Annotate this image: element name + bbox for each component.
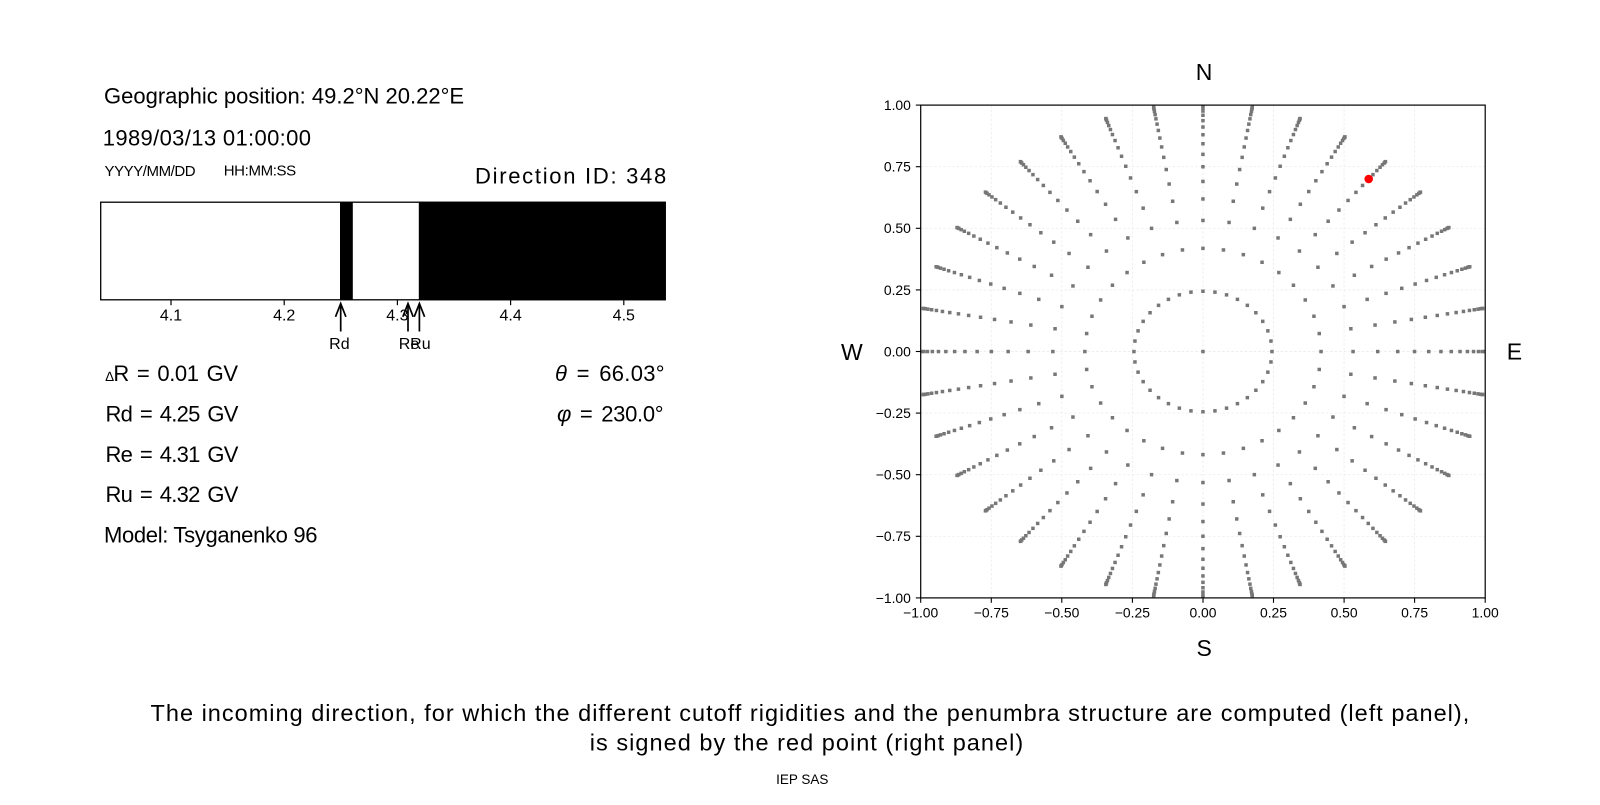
svg-text:4.2: 4.2 [273, 308, 295, 325]
svg-text:−1.00: −1.00 [876, 590, 911, 606]
svg-text:Ru = 4.32 GV: Ru = 4.32 GV [106, 482, 239, 507]
svg-text:−0.50: −0.50 [876, 467, 911, 483]
svg-text:S: S [1197, 635, 1212, 661]
svg-text:Geographic position: 49.2°N 20: Geographic position: 49.2°N 20.22°E [104, 84, 464, 109]
svg-text:−0.75: −0.75 [974, 605, 1009, 621]
svg-text:Rd = 4.25 GV: Rd = 4.25 GV [106, 402, 239, 427]
svg-text:The incoming direction, for wh: The incoming direction, for which the di… [151, 700, 1471, 726]
svg-text:φ = 230.0°: φ = 230.0° [557, 402, 663, 427]
svg-text:0.75: 0.75 [884, 159, 911, 175]
svg-text:0.75: 0.75 [1401, 605, 1428, 621]
svg-text:−0.75: −0.75 [876, 528, 911, 544]
svg-text:Model: Tsyganenko 96: Model: Tsyganenko 96 [104, 522, 317, 547]
svg-text:N: N [1196, 59, 1213, 85]
svg-text:1.00: 1.00 [884, 97, 911, 113]
svg-text:4.4: 4.4 [499, 308, 521, 325]
svg-text:0.00: 0.00 [1189, 605, 1216, 621]
svg-text:−0.25: −0.25 [1115, 605, 1150, 621]
svg-text:4.5: 4.5 [613, 308, 635, 325]
svg-text:E: E [1507, 339, 1522, 365]
svg-text:−0.50: −0.50 [1044, 605, 1079, 621]
svg-text:Re: Re [399, 336, 420, 353]
svg-text:θ = 66.03°: θ = 66.03° [555, 361, 665, 386]
svg-text:1989/03/13 01:00:00: 1989/03/13 01:00:00 [103, 125, 312, 150]
svg-text:0.00: 0.00 [884, 343, 911, 359]
svg-text:HH:MM:SS: HH:MM:SS [224, 163, 296, 180]
svg-text:−0.25: −0.25 [876, 405, 911, 421]
svg-text:0.25: 0.25 [884, 282, 911, 298]
svg-text:0.50: 0.50 [884, 220, 911, 236]
svg-text:0.50: 0.50 [1331, 605, 1358, 621]
svg-text:∆R = 0.01 GV: ∆R = 0.01 GV [106, 361, 239, 386]
svg-text:0.25: 0.25 [1260, 605, 1287, 621]
svg-text:4.3: 4.3 [386, 308, 408, 325]
svg-text:4.1: 4.1 [160, 308, 182, 325]
svg-text:1.00: 1.00 [1472, 605, 1499, 621]
svg-text:Re = 4.31 GV: Re = 4.31 GV [106, 442, 239, 467]
svg-text:Direction ID: 348: Direction ID: 348 [475, 164, 668, 189]
svg-text:−1.00: −1.00 [903, 605, 938, 621]
svg-text:YYYY/MM/DD: YYYY/MM/DD [105, 163, 196, 180]
svg-text:is signed by the red point (ri: is signed by the red point (right panel) [590, 729, 1024, 755]
svg-text:IEP SAS: IEP SAS [776, 772, 828, 787]
svg-text:W: W [841, 339, 863, 365]
svg-text:Rd: Rd [329, 336, 349, 353]
svg-text:Ru: Ru [410, 336, 430, 353]
